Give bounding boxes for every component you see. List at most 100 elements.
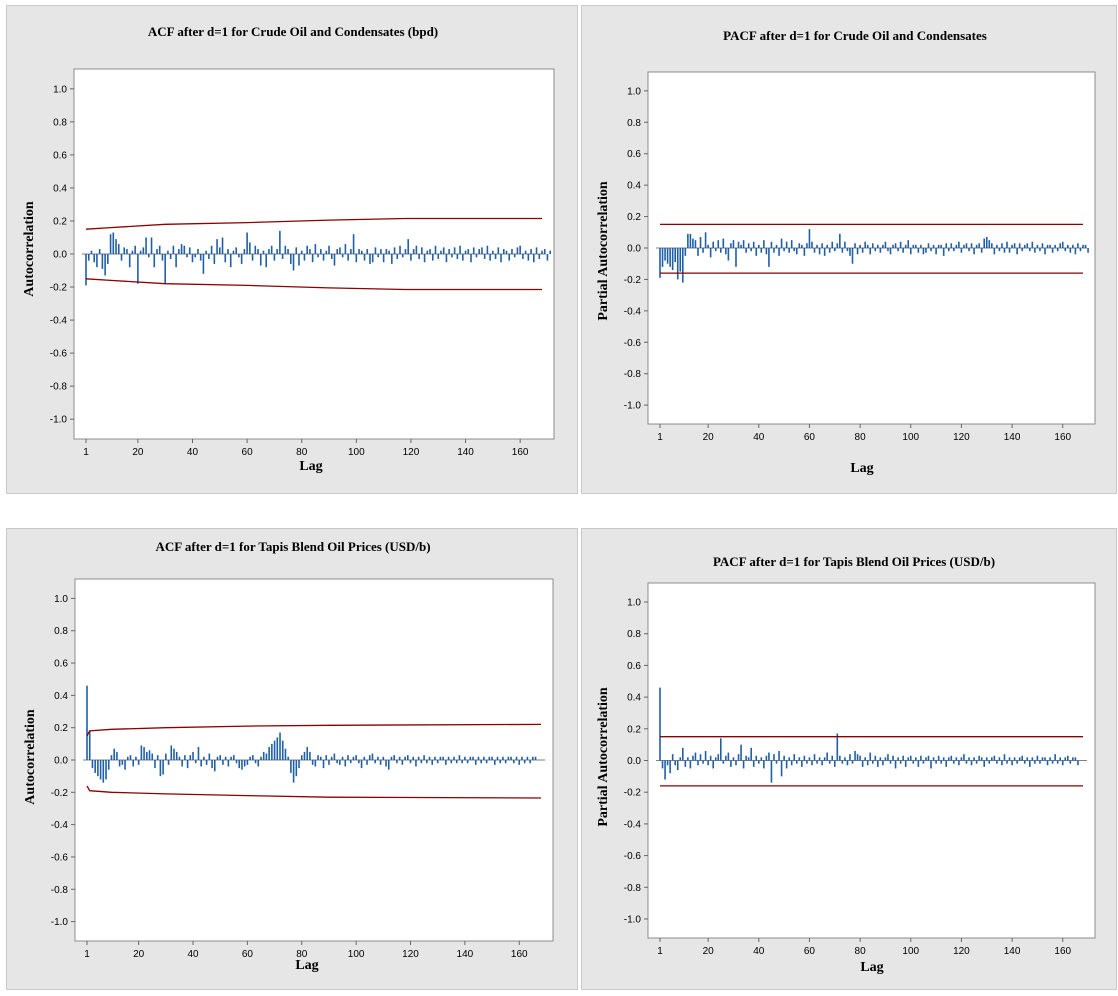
y-tick-label: 0.2: [627, 212, 641, 223]
x-tick-label: 120: [403, 447, 420, 458]
x-tick-label: 140: [457, 447, 474, 458]
pacf-tapis-panel: PACF after d=1 for Tapis Blend Oil Price…: [581, 528, 1117, 990]
x-tick-label: 40: [753, 432, 765, 443]
y-tick-label: -0.4: [50, 316, 68, 327]
y-tick-label: 0.0: [627, 244, 641, 255]
pacf-tapis-chart: PACF after d=1 for Tapis Blend Oil Price…: [596, 554, 1096, 975]
y-tick-label: 0.4: [627, 181, 641, 192]
y-tick-label: -0.6: [51, 852, 69, 863]
y-tick-label: -0.6: [50, 349, 68, 360]
x-tick-label: 1: [84, 949, 90, 960]
y-tick-label: 0.6: [627, 149, 641, 160]
x-tick-label: 20: [703, 432, 715, 443]
upper-significance-limit: [85, 217, 542, 230]
x-tick-label: 80: [855, 946, 867, 957]
y-tick-label: -0.2: [624, 275, 642, 286]
y-tick-label: 0.2: [53, 216, 67, 227]
x-tick-label: 1: [657, 432, 663, 443]
y-tick-label: -0.2: [51, 788, 69, 799]
y-tick-label: -0.8: [50, 382, 68, 393]
x-tick-label: 60: [242, 949, 254, 960]
y-tick-label: 0.6: [53, 150, 67, 161]
y-axis-label: Autocorrelation: [23, 709, 38, 805]
acf-crude-panel: ACF after d=1 for Crude Oil and Condensa…: [6, 5, 578, 494]
y-tick-label: -0.8: [624, 883, 642, 894]
y-axis-label: Partial Autocorrelation: [596, 181, 611, 321]
x-axis-label: Lag: [295, 958, 318, 973]
y-tick-label: -1.0: [624, 914, 642, 925]
y-tick-label: 0.8: [627, 118, 641, 129]
x-tick-label: 100: [348, 949, 365, 960]
y-tick-label: 0.0: [54, 756, 68, 767]
x-tick-label: 40: [187, 447, 199, 458]
y-tick-label: -0.6: [624, 338, 642, 349]
x-tick-label: 120: [953, 432, 970, 443]
y-tick-label: -0.4: [624, 306, 642, 317]
y-tick-label: 1.0: [627, 598, 641, 609]
y-tick-label: 0.4: [627, 693, 641, 704]
lower-significance-limit: [85, 278, 542, 291]
chart-title: ACF after d=1 for Crude Oil and Condensa…: [148, 24, 438, 39]
acf-tapis-chart: ACF after d=1 for Tapis Blend Oil Prices…: [23, 539, 554, 973]
x-tick-label: 60: [804, 432, 816, 443]
y-tick-label: 1.0: [53, 84, 67, 95]
x-tick-label: 80: [296, 447, 308, 458]
acf-tapis-panel: ACF after d=1 for Tapis Blend Oil Prices…: [6, 528, 578, 990]
y-tick-label: -0.6: [624, 851, 642, 862]
y-tick-label: -0.4: [51, 820, 69, 831]
x-tick-label: 100: [348, 447, 365, 458]
x-tick-label: 40: [753, 946, 765, 957]
x-tick-label: 20: [703, 946, 715, 957]
x-tick-label: 120: [402, 949, 419, 960]
y-tick-label: 0.6: [54, 659, 68, 670]
y-tick-label: 0.0: [53, 250, 67, 261]
pacf-crude-chart: PACF after d=1 for Crude Oil and Condens…: [596, 28, 1096, 476]
lower-significance-limit: [86, 785, 542, 799]
x-tick-label: 160: [1054, 432, 1071, 443]
acf-crude-chart: ACF after d=1 for Crude Oil and Condensa…: [22, 24, 555, 474]
x-tick-label: 20: [132, 447, 144, 458]
y-axis-label: Autocorrelation: [22, 201, 37, 297]
x-axis-label: Lag: [860, 960, 883, 975]
y-tick-label: 0.2: [627, 724, 641, 735]
x-tick-label: 140: [1004, 946, 1021, 957]
y-tick-label: 0.4: [53, 183, 67, 194]
x-axis-label: Lag: [299, 459, 322, 474]
chart-title: PACF after d=1 for Tapis Blend Oil Price…: [713, 554, 995, 569]
x-tick-label: 140: [1004, 432, 1021, 443]
y-tick-label: -0.4: [624, 819, 642, 830]
x-tick-label: 80: [855, 432, 867, 443]
x-tick-label: 60: [804, 946, 816, 957]
x-tick-label: 1: [83, 447, 89, 458]
y-tick-label: 0.6: [627, 661, 641, 672]
y-tick-label: -0.8: [51, 885, 69, 896]
x-tick-label: 160: [511, 949, 528, 960]
y-tick-label: 1.0: [627, 86, 641, 97]
x-tick-label: 120: [953, 946, 970, 957]
y-tick-label: -1.0: [624, 401, 642, 412]
y-tick-label: 0.0: [627, 756, 641, 767]
chart-title: ACF after d=1 for Tapis Blend Oil Prices…: [155, 539, 430, 554]
y-tick-label: -1.0: [50, 415, 68, 426]
pacf-crude-panel: PACF after d=1 for Crude Oil and Condens…: [581, 5, 1117, 494]
x-tick-label: 80: [296, 949, 308, 960]
y-tick-label: -0.2: [624, 788, 642, 799]
y-tick-label: -0.8: [624, 369, 642, 380]
x-tick-label: 160: [1054, 946, 1071, 957]
y-tick-label: 0.8: [627, 629, 641, 640]
y-tick-label: 0.8: [53, 117, 67, 128]
y-tick-label: -0.2: [50, 283, 68, 294]
x-tick-label: 40: [187, 949, 199, 960]
y-tick-label: 0.2: [54, 723, 68, 734]
y-axis-label: Partial Autocorrelation: [596, 687, 611, 827]
x-tick-label: 140: [457, 949, 474, 960]
x-tick-label: 160: [512, 447, 529, 458]
y-tick-label: 0.4: [54, 691, 68, 702]
chart-title: PACF after d=1 for Crude Oil and Condens…: [723, 28, 987, 43]
y-tick-label: 1.0: [54, 594, 68, 605]
x-tick-label: 100: [902, 946, 919, 957]
y-tick-label: 0.8: [54, 626, 68, 637]
upper-significance-limit: [86, 723, 542, 737]
x-axis-label: Lag: [850, 461, 873, 476]
y-tick-label: -1.0: [51, 917, 69, 928]
